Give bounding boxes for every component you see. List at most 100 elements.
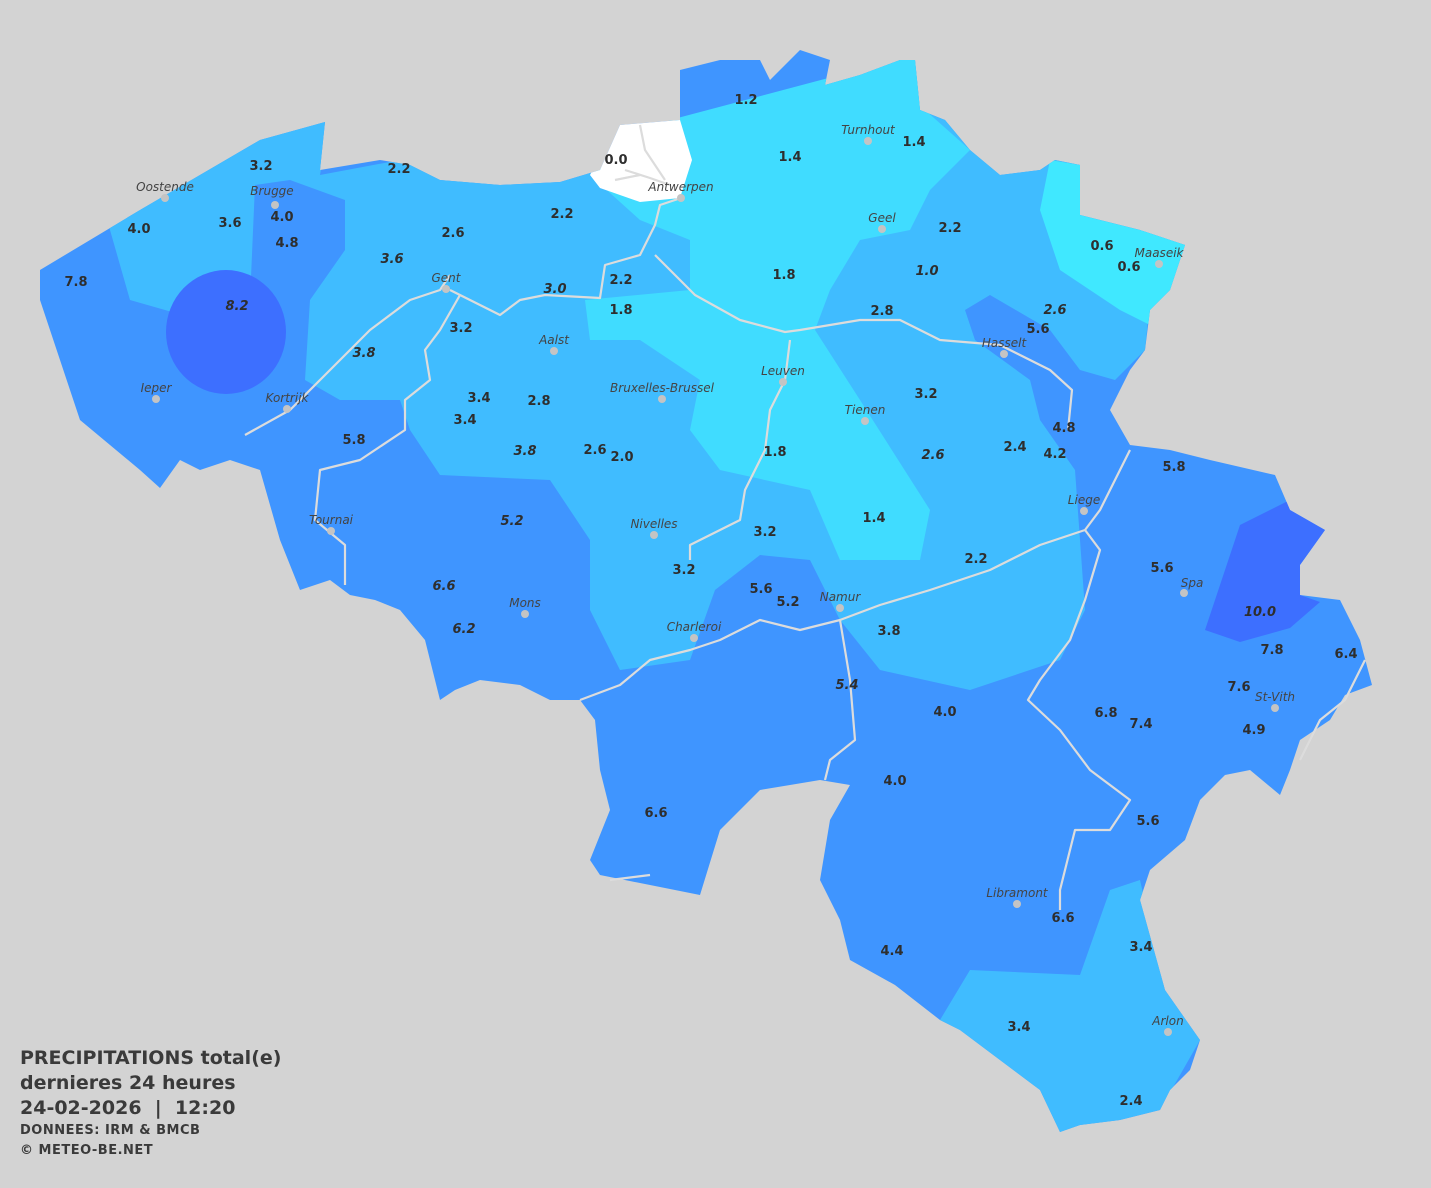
station-value: 6.4 [1334,647,1357,662]
city-tournai: Tournai [309,513,354,535]
river-our [1299,659,1366,761]
station-value: 3.6 [380,252,403,267]
city-label: St-Vith [1255,690,1295,704]
city-leuven: Leuven [761,364,805,386]
station-value: 3.4 [1129,940,1152,955]
city-libramont: Libramont [986,886,1049,908]
station-value: 0.6 [1090,239,1113,254]
river-semois [609,873,651,882]
station-value: 1.4 [778,150,801,165]
zone-very-high-west [166,270,286,394]
city-dot-icon [779,378,787,386]
station-value: 5.2 [776,595,799,610]
station-value: 2.2 [609,273,632,288]
station-value: 3.2 [249,159,272,174]
city-aalst: Aalst [538,333,570,355]
station-value: 2.4 [1003,440,1026,455]
city-brugge: Brugge [250,184,294,209]
city-antwerpen: Antwerpen [647,180,714,202]
city-nivelles: Nivelles [630,517,678,539]
city-dot-icon [658,395,666,403]
city-dot-icon [1180,589,1188,597]
station-value: 2.6 [441,226,464,241]
city-maaseik: Maaseik [1135,246,1185,268]
station-value: 6.6 [644,806,667,821]
city-turnhout: Turnhout [841,123,896,145]
station-value: 2.6 [583,443,606,458]
station-value: 2.8 [527,394,550,409]
station-value: 8.2 [225,299,248,314]
city-dot-icon [1080,507,1088,515]
city-arlon: Arlon [1151,1014,1184,1036]
city-label: Namur [820,590,862,604]
city-label: Tienen [845,403,886,417]
river-ourthe [1026,529,1132,910]
station-value: 3.8 [877,624,900,639]
station-value: 0.0 [604,153,627,168]
station-value: 1.4 [862,511,885,526]
city-label: Hasselt [982,336,1028,350]
city-dot-icon [283,405,291,413]
city-dot-icon [864,137,872,145]
station-value: 5.4 [835,678,858,693]
city-oostende: Oostende [136,180,194,202]
city-dot-icon [152,395,160,403]
station-value: 7.8 [1260,643,1283,658]
station-value: 3.2 [753,525,776,540]
station-value: 2.2 [964,552,987,567]
city-dot-icon [836,604,844,612]
city-dot-icon [1000,350,1008,358]
city-dot-icon [1164,1028,1172,1036]
station-value: 3.2 [449,321,472,336]
station-value: 3.4 [453,413,476,428]
station-value: 4.0 [933,705,956,720]
zone-moderate-south [940,880,1200,1132]
station-value: 5.6 [1136,814,1159,829]
city-bruxelles-brussel: Bruxelles-Brussel [610,381,715,403]
legend-source: DONNEES: IRM & BMCB [20,1123,201,1138]
city-ieper: Ieper [141,381,172,403]
station-value: 4.9 [1242,723,1265,738]
city-label: Tournai [309,513,354,527]
station-value: 1.8 [763,445,786,460]
city-label: Maaseik [1135,246,1185,260]
city-gent: Gent [432,271,462,293]
station-value: 5.6 [1026,322,1049,337]
station-value: 3.8 [513,444,536,459]
city-label: Charleroi [667,620,722,634]
station-value: 3.6 [218,216,241,231]
city-dot-icon [271,201,279,209]
station-value: 2.6 [1043,303,1066,318]
station-value: 2.2 [550,207,573,222]
legend: PRECIPITATIONS total(e) dernieres 24 heu… [20,1046,281,1161]
station-value: 3.4 [467,391,490,406]
river-scheldt [313,294,461,585]
city-label: Aalst [538,333,570,347]
river-scheldt-north [449,196,682,317]
station-value: 5.8 [342,433,365,448]
city-label: Gent [432,271,462,285]
city-liege: Liege [1068,493,1100,515]
station-value: 1.4 [902,135,925,150]
city-dot-icon [690,634,698,642]
city-dot-icon [327,527,335,535]
city-dot-icon [677,194,685,202]
scheldt-estuary [614,124,671,187]
zone-very-high-east [1205,500,1330,642]
city-label: Leuven [761,364,805,378]
city-label: Spa [1181,576,1204,590]
station-value: 7.4 [1129,717,1152,732]
station-value: 2.6 [921,448,944,463]
legend-period: dernieres 24 heures [20,1072,236,1094]
city-dot-icon [521,610,529,618]
city-dot-icon [1271,704,1279,712]
city-label: Antwerpen [647,180,713,194]
city-dot-icon [550,347,558,355]
station-value: 3.0 [543,282,566,297]
city-label: Brugge [250,184,293,198]
station-value: 2.2 [938,221,961,236]
station-value: 4.0 [883,774,906,789]
city-hasselt: Hasselt [982,336,1028,358]
station-value: 1.2 [734,93,757,108]
legend-title: PRECIPITATIONS total(e) [20,1047,282,1069]
